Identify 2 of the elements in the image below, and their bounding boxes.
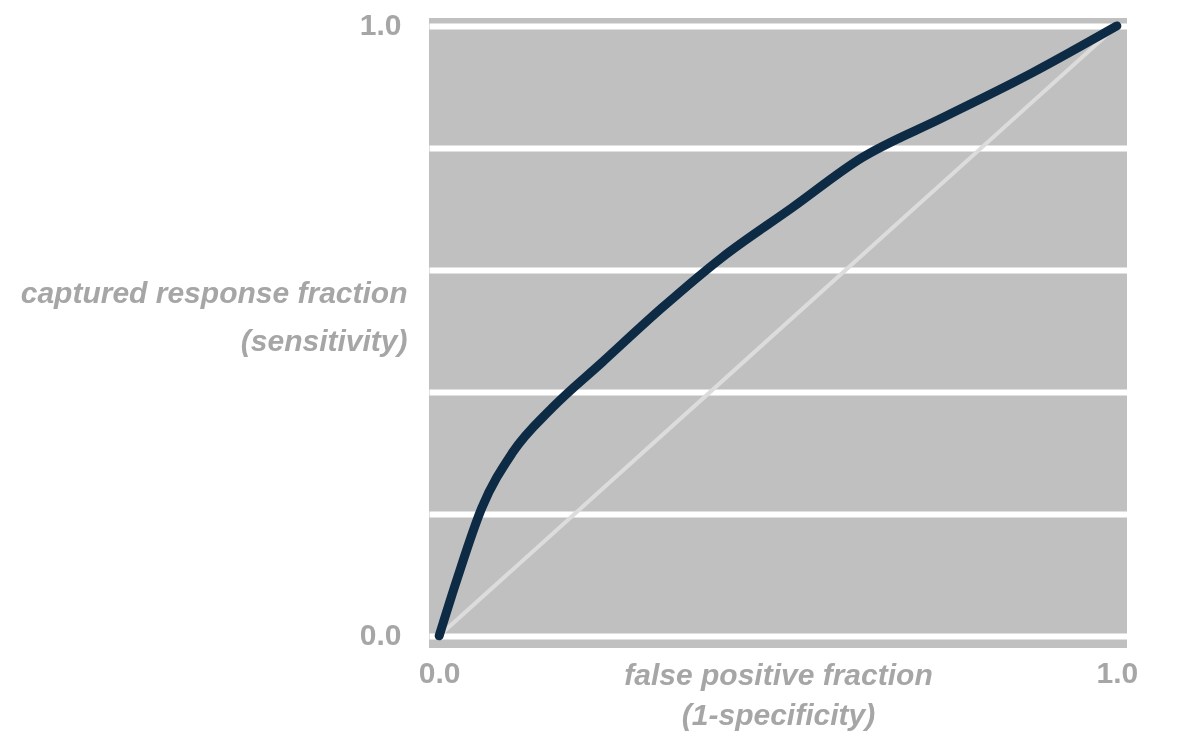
y-axis-title: captured response fraction (sensitivity)	[20, 275, 408, 357]
x-axis-title: false positive fraction (1-specificity)	[624, 657, 933, 731]
